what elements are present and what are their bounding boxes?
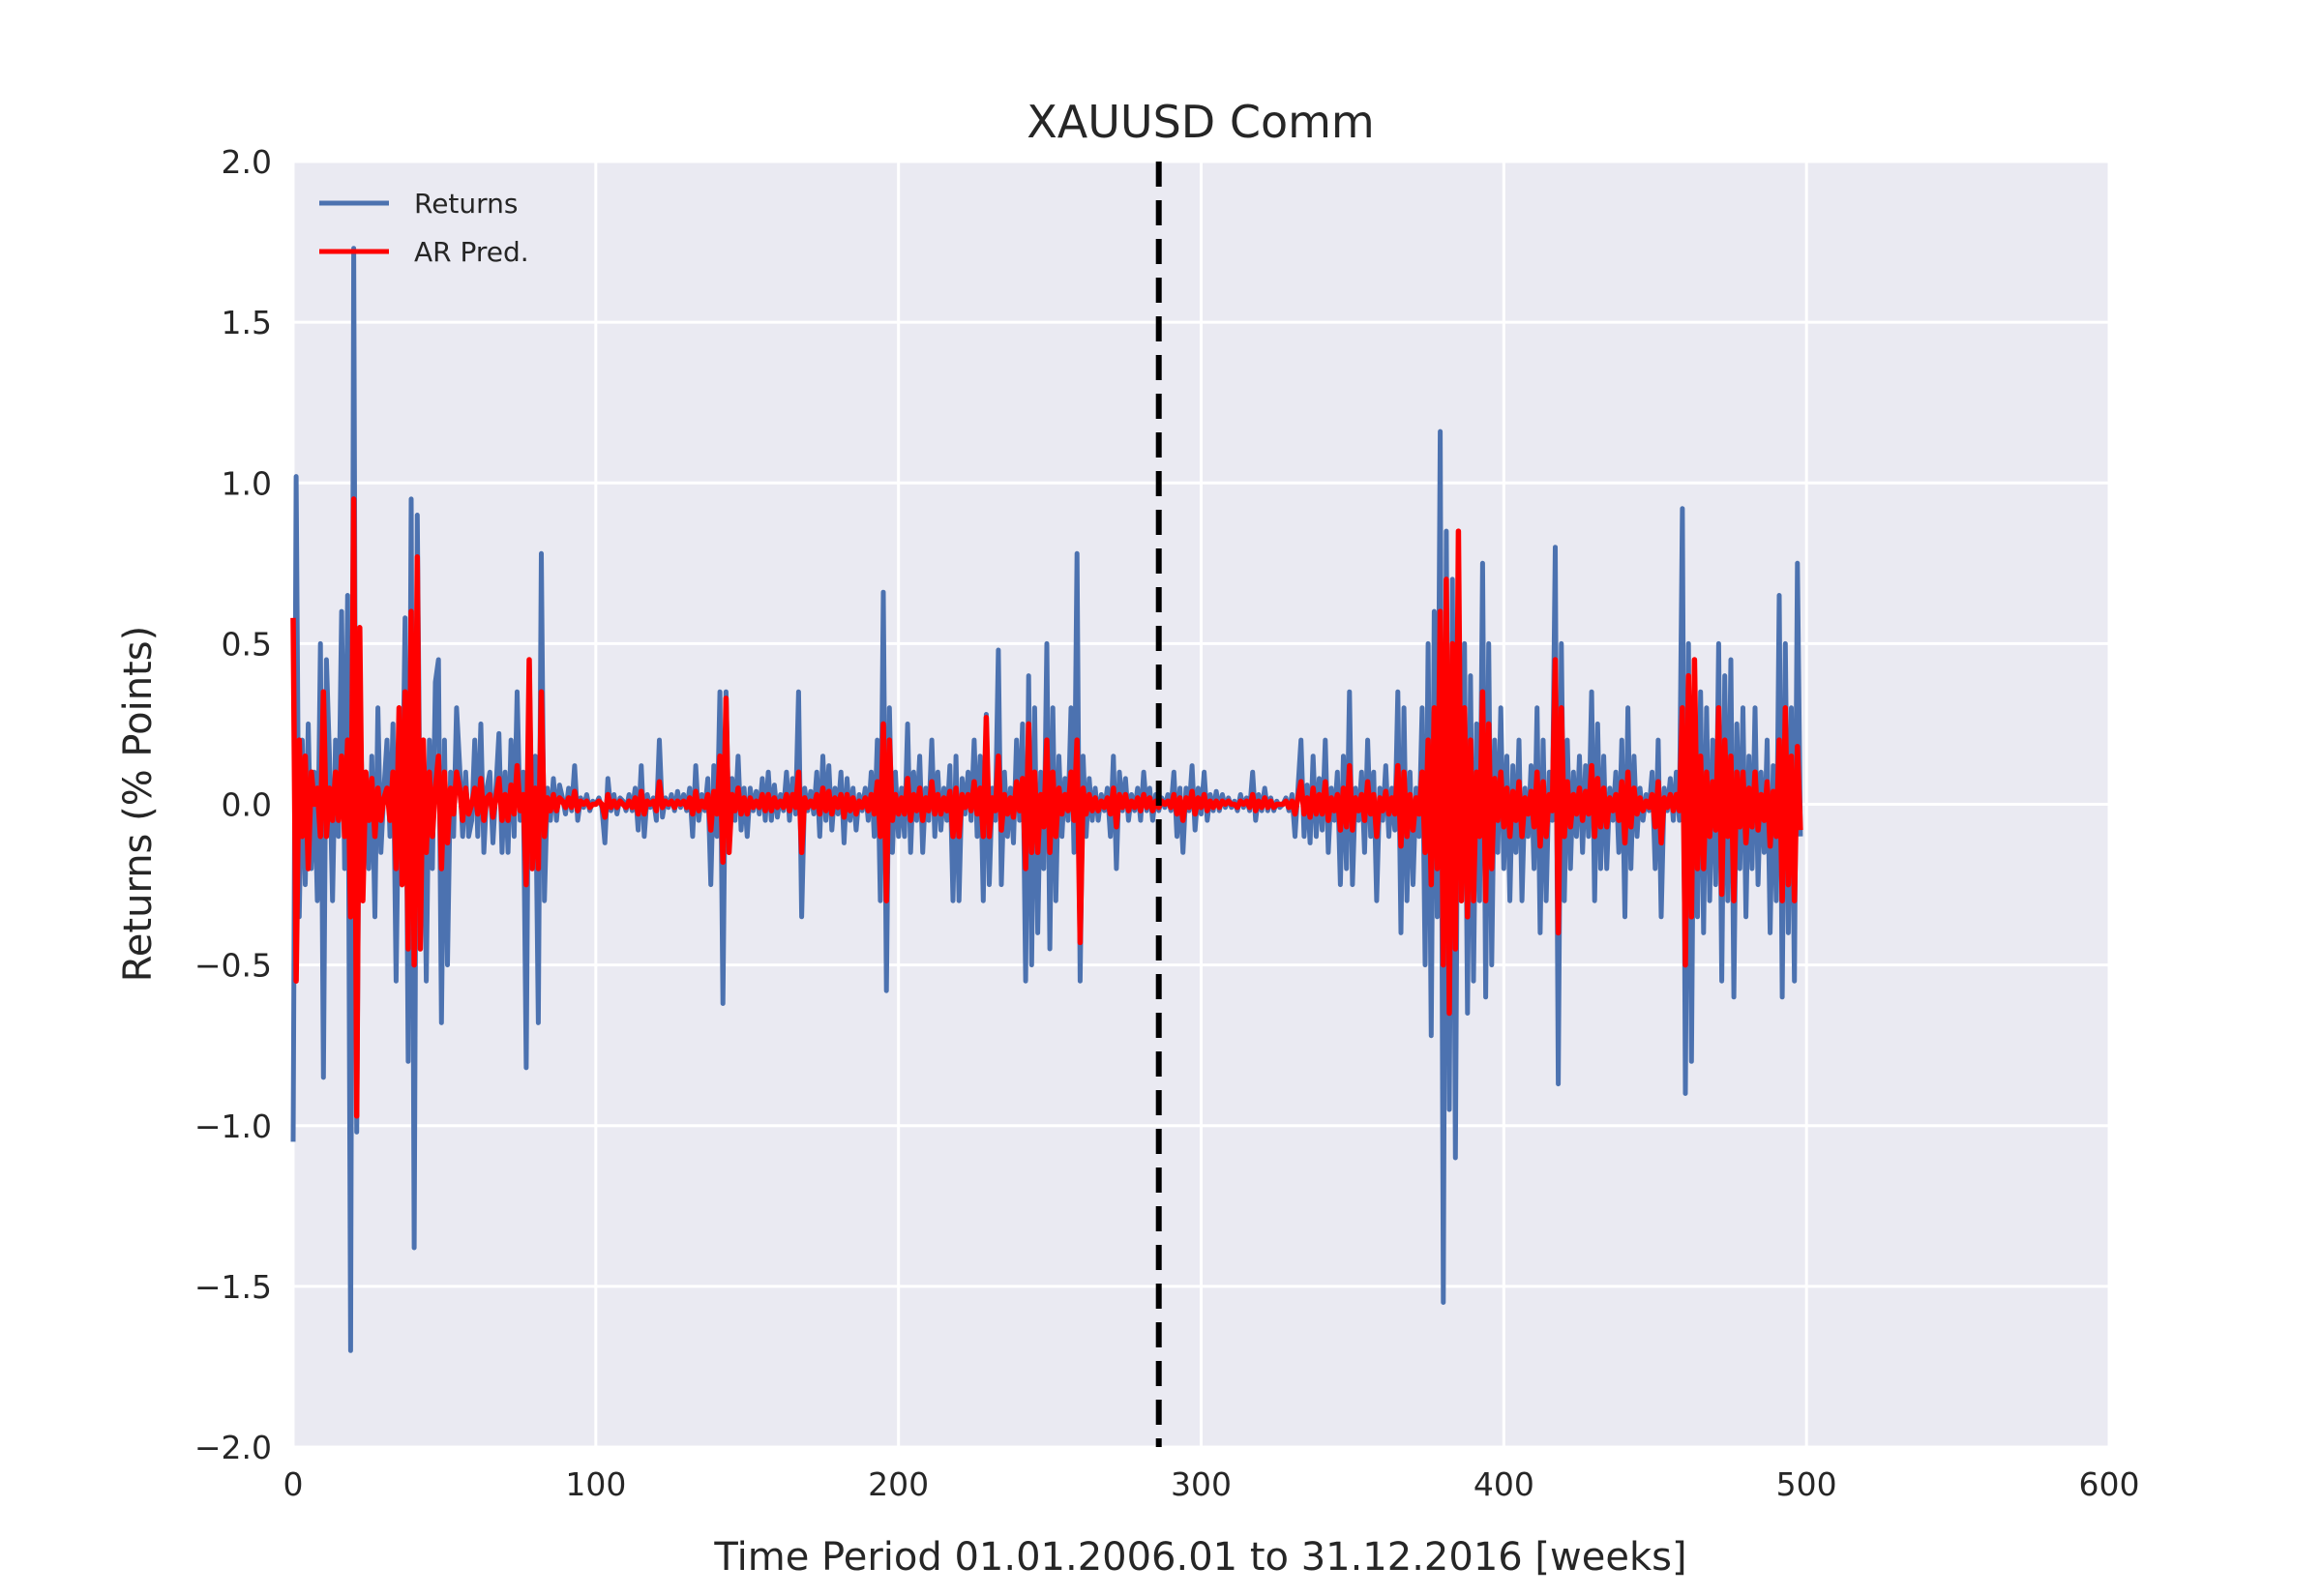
x-tick-label: 300 [1171,1465,1232,1503]
legend: Returns AR Pred. [319,188,529,268]
y-axis-ticks: 2.0 1.5 1.0 0.5 0.0 −0.5 −1.0 −1.5 −2.0 [194,143,272,1466]
x-tick-label: 100 [565,1465,626,1503]
y-tick-label: 1.0 [222,464,272,502]
y-tick-label: 0.0 [222,786,272,824]
x-tick-label: 400 [1474,1465,1534,1503]
y-axis-label: Returns (% Points) [116,626,161,982]
x-axis-label: Time Period 01.01.2006.01 to 31.12.2016 … [713,1535,1686,1580]
x-tick-label: 0 [283,1465,304,1503]
y-tick-label: −2.0 [194,1429,272,1466]
y-tick-label: −1.0 [194,1108,272,1145]
x-axis-ticks: 0 100 200 300 400 500 600 [283,1465,2140,1503]
legend-label-returns: Returns [414,188,519,220]
x-tick-label: 200 [868,1465,929,1503]
y-tick-label: −1.5 [194,1268,272,1306]
series-line-ar-pred [290,496,1803,1119]
y-tick-label: 1.5 [222,304,272,341]
x-tick-label: 600 [2079,1465,2140,1503]
y-tick-label: −0.5 [194,947,272,985]
x-tick-label: 500 [1776,1465,1837,1503]
y-tick-label: 0.5 [222,625,272,663]
legend-label-ar-pred: AR Pred. [414,236,529,268]
series-line-returns [290,246,1803,1353]
chart-title: XAUUSD Comm [1027,96,1374,148]
y-tick-label: 2.0 [222,143,272,181]
series-layer [290,246,1803,1353]
